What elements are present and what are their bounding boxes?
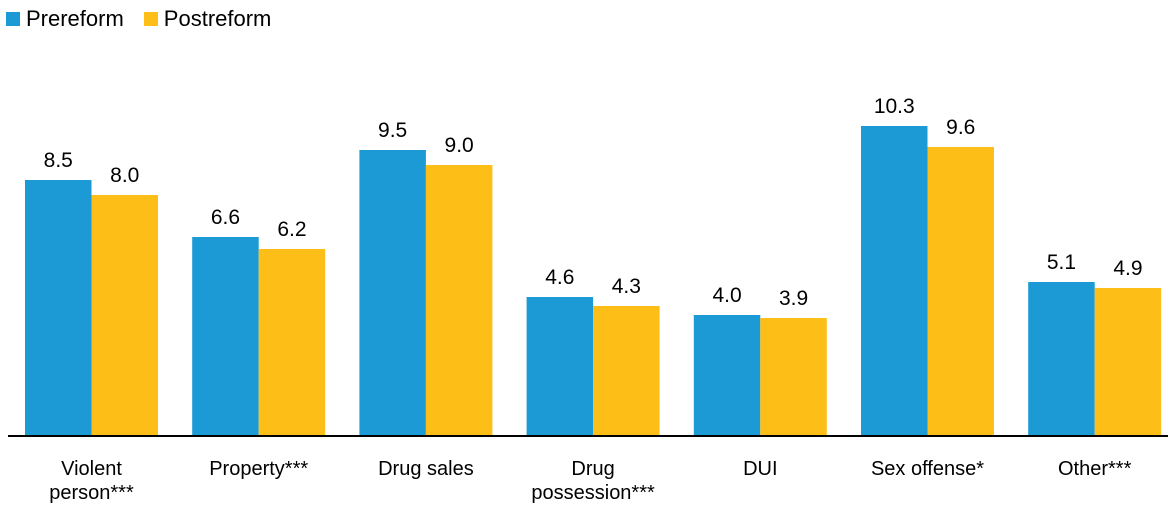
data-label-postreform-1: 6.2 bbox=[277, 218, 306, 241]
data-label-prereform-4: 4.0 bbox=[712, 284, 741, 307]
legend: Prereform Postreform bbox=[6, 6, 291, 32]
category-label-4: DUI bbox=[743, 458, 777, 480]
bar-postreform-5 bbox=[927, 147, 994, 435]
legend-item-prereform: Prereform bbox=[6, 6, 124, 32]
data-label-postreform-3: 4.3 bbox=[612, 275, 641, 298]
data-label-postreform-6: 4.9 bbox=[1113, 257, 1142, 280]
data-label-prereform-3: 4.6 bbox=[545, 266, 574, 289]
legend-label-prereform: Prereform bbox=[26, 6, 124, 31]
bar-postreform-4 bbox=[760, 318, 827, 435]
bar-postreform-6 bbox=[1094, 288, 1162, 435]
data-label-postreform-0: 8.0 bbox=[110, 164, 139, 187]
category-label-6: Other*** bbox=[1058, 458, 1132, 480]
data-label-postreform-5: 9.6 bbox=[946, 116, 975, 139]
legend-swatch-prereform bbox=[6, 12, 20, 26]
bar-prereform-2 bbox=[359, 150, 426, 435]
data-label-prereform-5: 10.3 bbox=[874, 95, 915, 118]
legend-item-postreform: Postreform bbox=[143, 6, 272, 32]
bar-prereform-1 bbox=[192, 237, 259, 435]
category-label-5: Sex offense* bbox=[871, 458, 984, 480]
bar-prereform-5 bbox=[861, 126, 928, 435]
bar-postreform-3 bbox=[593, 306, 660, 435]
data-label-postreform-2: 9.0 bbox=[445, 134, 474, 157]
bar-prereform-4 bbox=[693, 315, 761, 435]
data-label-postreform-4: 3.9 bbox=[779, 287, 808, 310]
data-label-prereform-2: 9.5 bbox=[378, 119, 407, 142]
data-label-prereform-1: 6.6 bbox=[211, 206, 240, 229]
bar-prereform-3 bbox=[526, 297, 594, 435]
bar-prereform-6 bbox=[1028, 282, 1095, 435]
bar-postreform-0 bbox=[91, 195, 158, 435]
legend-label-postreform: Postreform bbox=[163, 6, 272, 31]
legend-swatch-postreform bbox=[143, 12, 158, 26]
data-label-prereform-0: 8.5 bbox=[44, 149, 73, 172]
bar-postreform-1 bbox=[258, 249, 326, 435]
category-label-0: Violent person*** bbox=[49, 458, 134, 504]
category-label-2: Drug sales bbox=[378, 458, 474, 480]
category-label-3: Drug possession*** bbox=[531, 458, 655, 504]
data-label-prereform-6: 5.1 bbox=[1047, 251, 1076, 274]
bar-postreform-2 bbox=[425, 165, 493, 435]
category-label-1: Property*** bbox=[209, 458, 308, 480]
bar-prereform-0 bbox=[25, 180, 92, 435]
